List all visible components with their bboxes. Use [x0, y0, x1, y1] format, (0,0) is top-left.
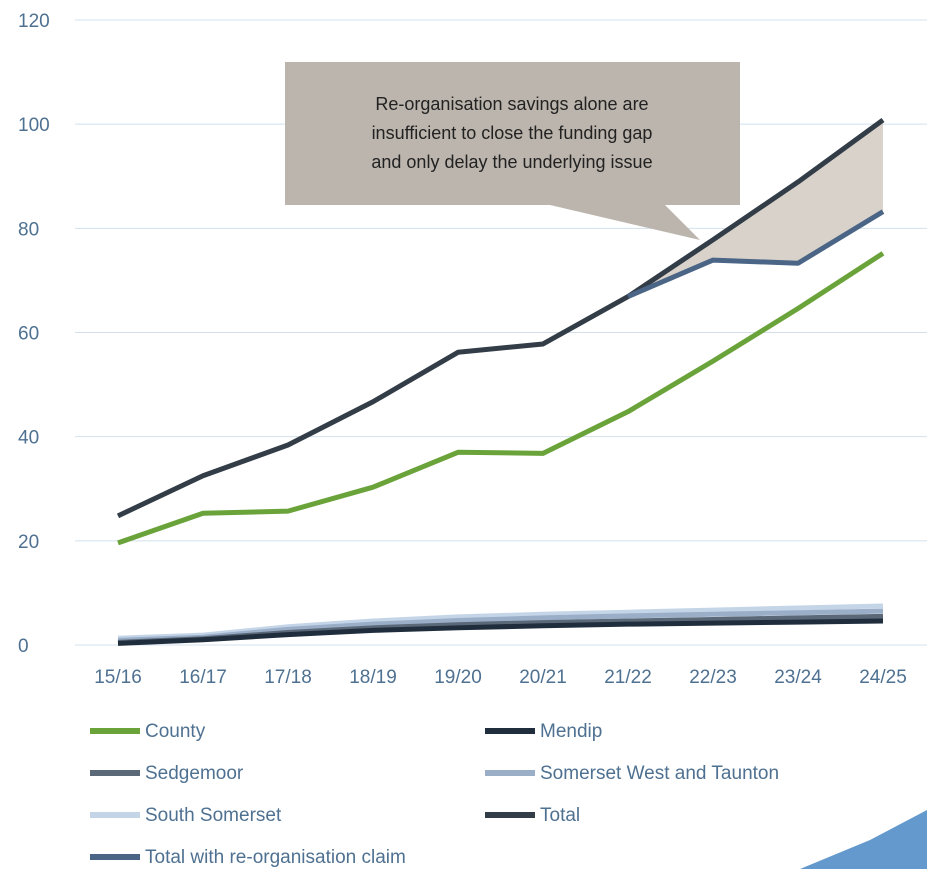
x-tick-label: 17/18	[264, 667, 312, 688]
legend-label: Mendip	[540, 721, 602, 742]
x-tick-label: 23/24	[774, 667, 822, 688]
y-tick-label: 0	[18, 636, 29, 657]
y-tick-label: 80	[18, 219, 39, 240]
legend-label: South Somerset	[145, 805, 282, 826]
legend-label: Total	[540, 805, 580, 826]
y-tick-label: 120	[18, 11, 50, 32]
x-tick-label: 15/16	[94, 667, 142, 688]
decoration	[800, 810, 927, 869]
x-tick-label: 24/25	[859, 667, 907, 688]
x-tick-label: 22/23	[689, 667, 737, 688]
legend-label: Total with re-organisation claim	[145, 847, 406, 868]
x-tick-label: 20/21	[519, 667, 567, 688]
y-tick-label: 20	[18, 532, 39, 553]
annotation: and only delay the underlying issue	[371, 152, 652, 172]
series-line	[627, 209, 885, 299]
x-tick-label: 19/20	[434, 667, 482, 688]
y-tick-label: 40	[18, 428, 39, 449]
series-line	[116, 117, 885, 519]
annotation: insufficient to close the funding gap	[372, 123, 653, 143]
annotation: Re-organisation savings alone are	[375, 94, 648, 114]
callout	[285, 62, 740, 240]
series-line	[117, 618, 884, 646]
y-tick-label: 100	[18, 115, 50, 136]
legend-label: Sedgemoor	[145, 763, 244, 784]
x-tick-label: 21/22	[604, 667, 652, 688]
y-tick-label: 60	[18, 324, 39, 345]
x-tick-label: 18/19	[349, 667, 397, 688]
x-tick-label: 16/17	[179, 667, 227, 688]
series-line	[117, 251, 885, 546]
legend-label: County	[145, 721, 206, 742]
legend-label: Somerset West and Taunton	[540, 763, 779, 784]
